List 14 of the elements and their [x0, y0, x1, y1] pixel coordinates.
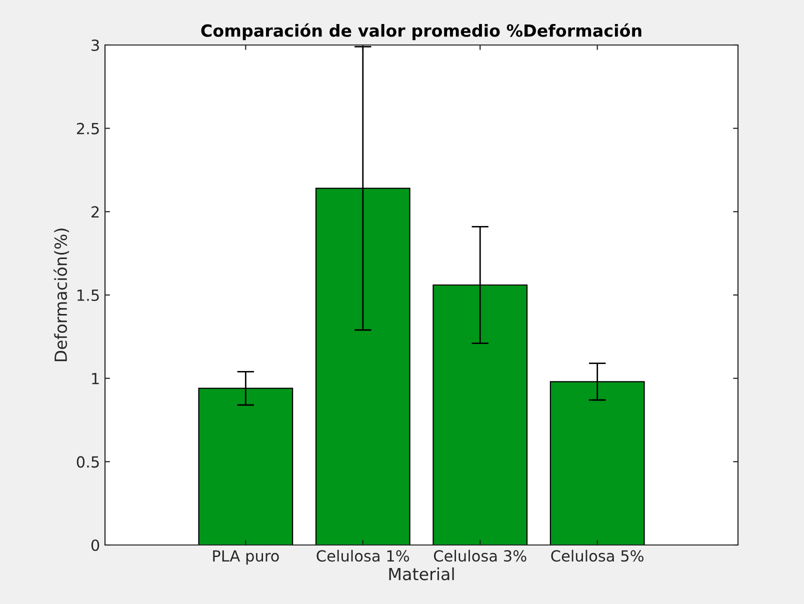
y-tick-label: 0 [91, 539, 100, 552]
y-tick-label: 2 [92, 206, 99, 218]
y-tick-label: 0.5 [76, 456, 99, 468]
y-tick-label: 1.5 [78, 290, 99, 302]
y-tick-label: 3 [92, 39, 99, 52]
x-tick-label: PLA puro [213, 550, 279, 565]
y-tick-label: 1 [92, 373, 99, 384]
y-tick-label: 2.5 [76, 122, 99, 134]
x-tick-label: Celulosa 5% [551, 550, 644, 562]
chart-title: Comparación de valor promedio %Deformación [201, 23, 642, 40]
x-tick-label: Celulosa 1% [316, 550, 410, 562]
y-axis-title: Deformación(%) [53, 228, 70, 362]
x-axis-title: Material [389, 567, 454, 580]
x-tick-label: Celulosa 3% [434, 550, 526, 562]
